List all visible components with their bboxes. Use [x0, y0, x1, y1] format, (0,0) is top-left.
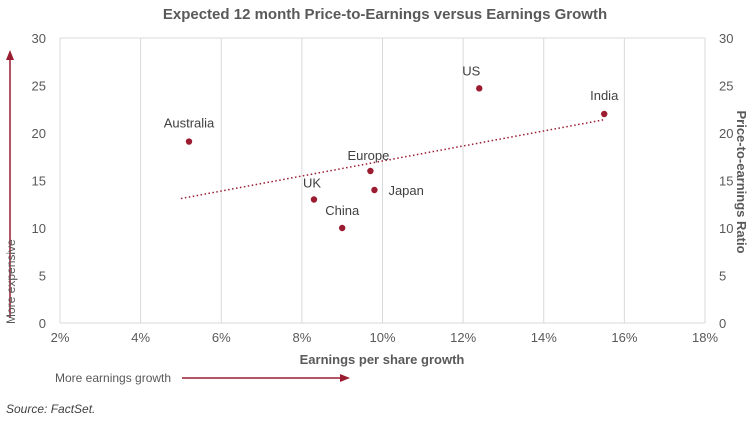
x-tick-label: 6% — [212, 330, 231, 345]
x-tick-label: 10% — [369, 330, 395, 345]
x-tick-label: 16% — [611, 330, 637, 345]
data-point-label: Japan — [388, 183, 423, 198]
data-point — [338, 224, 346, 232]
horizontal-arrow-head — [340, 374, 350, 382]
vertical-arrow-head — [6, 50, 14, 60]
x-tick-label: 12% — [450, 330, 476, 345]
y-tick-label-left: 20 — [32, 126, 46, 141]
vertical-arrow-label: More expensive — [4, 239, 18, 324]
data-points: Australia US India Europe Japan UK China — [164, 63, 619, 232]
grid — [59, 37, 706, 324]
annotations: More expensive More earnings growth — [4, 50, 350, 385]
y-tick-label-right: 30 — [719, 31, 733, 46]
data-point — [310, 196, 318, 203]
y-tick-label-left: 30 — [32, 31, 46, 46]
horizontal-arrow-label: More earnings growth — [55, 371, 171, 385]
data-point-label: China — [325, 203, 360, 218]
y-axis-title: Price-to-earnings Ratio — [734, 110, 749, 253]
y-tick-label-right: 15 — [719, 174, 733, 189]
data-point — [367, 167, 374, 175]
y-tick-label-left: 10 — [32, 221, 46, 236]
source-note: Source: FactSet. — [6, 402, 95, 416]
x-tick-label: 8% — [292, 330, 311, 345]
data-point — [371, 186, 378, 194]
y-tick-label-right: 0 — [719, 316, 726, 331]
y-tick-label-right: 25 — [719, 79, 733, 94]
chart-title: Expected 12 month Price-to-Earnings vers… — [163, 6, 607, 23]
data-point-label: US — [462, 63, 480, 78]
y-tick-label-left: 15 — [32, 174, 46, 189]
y-tick-label-left: 25 — [32, 79, 46, 94]
x-tick-label: 2% — [51, 330, 70, 345]
data-point-label: India — [590, 88, 619, 103]
x-tick-label: 14% — [531, 330, 557, 345]
y-tick-label-right: 5 — [719, 269, 726, 284]
data-point-label: UK — [303, 176, 321, 191]
x-tick-label: 4% — [131, 330, 150, 345]
data-point-label: Europe — [347, 148, 389, 163]
data-point — [601, 110, 608, 118]
y-tick-label-right: 10 — [719, 221, 733, 236]
y-tick-label-left: 5 — [39, 269, 46, 284]
data-point — [185, 138, 193, 145]
x-axis-title: Earnings per share growth — [300, 352, 465, 367]
data-point-label: Australia — [164, 116, 215, 131]
y-tick-label-right: 20 — [719, 126, 733, 141]
data-point — [476, 85, 483, 92]
x-tick-label: 18% — [692, 330, 718, 345]
y-tick-label-left: 0 — [39, 316, 46, 331]
